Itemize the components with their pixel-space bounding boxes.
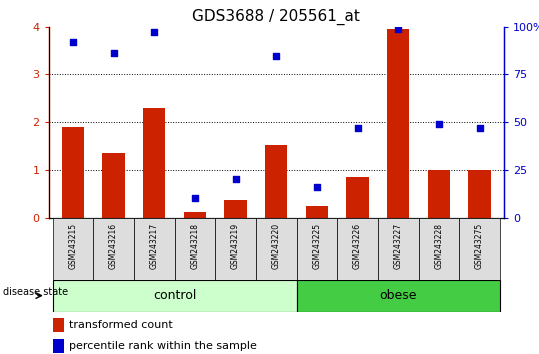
Text: disease state: disease state xyxy=(3,287,68,297)
Text: GSM243225: GSM243225 xyxy=(313,223,321,269)
Text: obese: obese xyxy=(379,289,417,302)
Bar xyxy=(468,170,490,218)
Point xyxy=(313,184,321,189)
Title: GDS3688 / 205561_at: GDS3688 / 205561_at xyxy=(192,9,360,25)
Text: GSM243218: GSM243218 xyxy=(190,223,199,269)
Text: GSM243220: GSM243220 xyxy=(272,223,281,269)
Point xyxy=(191,195,199,200)
Text: transformed count: transformed count xyxy=(69,320,173,330)
Bar xyxy=(184,212,206,218)
Bar xyxy=(93,218,134,280)
Text: GSM243215: GSM243215 xyxy=(68,223,78,269)
Bar xyxy=(175,218,215,280)
Bar xyxy=(53,339,65,353)
Bar xyxy=(53,218,93,280)
Text: control: control xyxy=(153,289,196,302)
Point xyxy=(394,26,403,32)
Bar xyxy=(224,200,247,218)
Bar xyxy=(256,218,296,280)
Bar xyxy=(215,218,256,280)
Text: GSM243216: GSM243216 xyxy=(109,223,118,269)
Bar xyxy=(419,218,459,280)
Bar xyxy=(134,218,175,280)
Bar xyxy=(53,319,65,332)
Text: GSM243228: GSM243228 xyxy=(434,223,444,269)
Bar xyxy=(265,145,287,218)
Bar xyxy=(459,218,500,280)
Bar xyxy=(296,280,500,312)
Bar xyxy=(347,177,369,218)
Bar xyxy=(428,170,450,218)
Bar xyxy=(387,29,410,218)
Text: GSM243219: GSM243219 xyxy=(231,223,240,269)
Point xyxy=(150,29,158,35)
Bar xyxy=(143,108,165,218)
Text: percentile rank within the sample: percentile rank within the sample xyxy=(69,341,257,351)
Text: GSM243226: GSM243226 xyxy=(353,223,362,269)
Bar xyxy=(102,153,125,218)
Bar xyxy=(296,218,337,280)
Bar xyxy=(306,206,328,218)
Point xyxy=(68,39,77,45)
Point xyxy=(475,125,484,131)
Point xyxy=(231,176,240,181)
Point xyxy=(434,121,443,126)
Point xyxy=(109,50,118,56)
Bar xyxy=(62,127,84,218)
Bar xyxy=(337,218,378,280)
Point xyxy=(353,125,362,131)
Point xyxy=(272,53,281,59)
Bar xyxy=(53,280,296,312)
Text: GSM243275: GSM243275 xyxy=(475,223,484,269)
Bar xyxy=(378,218,419,280)
Text: GSM243217: GSM243217 xyxy=(150,223,159,269)
Text: GSM243227: GSM243227 xyxy=(393,223,403,269)
